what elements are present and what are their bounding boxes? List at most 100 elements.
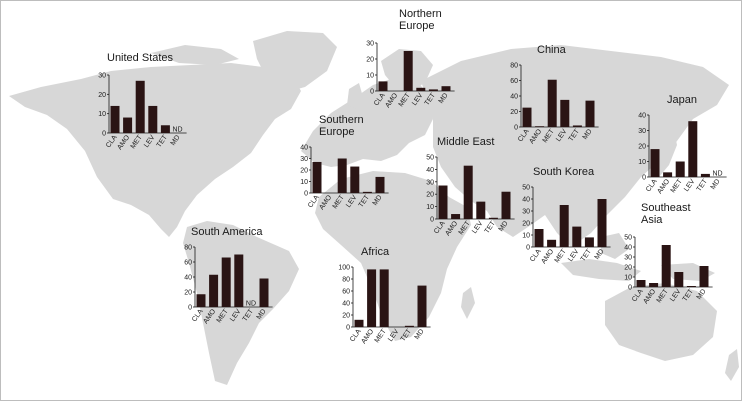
y-tick-label: 30 bbox=[366, 41, 374, 48]
bar-southern-europe-md bbox=[375, 176, 385, 193]
y-tick-label: 20 bbox=[510, 109, 518, 116]
y-tick-label: 40 bbox=[510, 94, 518, 101]
x-tick-label: MD bbox=[372, 194, 384, 207]
north-america-landmass bbox=[9, 63, 301, 237]
x-tick-label: AMO bbox=[318, 194, 333, 212]
x-tick-label: TET bbox=[156, 134, 170, 149]
europe-landmass bbox=[301, 77, 433, 167]
bar-middle-east-md bbox=[501, 191, 511, 219]
indonesia-islands bbox=[561, 259, 641, 281]
x-tick-label: TET bbox=[580, 248, 594, 263]
britain-landmass bbox=[347, 83, 363, 109]
y-tick-label: 0 bbox=[370, 89, 374, 96]
x-tick-label: MET bbox=[216, 308, 231, 325]
y-tick-label: 40 bbox=[426, 167, 434, 174]
x-tick-label: AMO bbox=[360, 328, 375, 346]
bar-southern-europe-met bbox=[337, 158, 347, 193]
bar-northern-europe-cla bbox=[378, 81, 388, 91]
chart-title-southern-europe-line1: Southern bbox=[319, 114, 364, 126]
bar-japan-cla bbox=[650, 149, 660, 177]
bar-china-lev bbox=[560, 99, 570, 127]
x-tick-label: MET bbox=[332, 194, 347, 211]
x-tick-label: MET bbox=[554, 248, 569, 265]
x-tick-label: AMO bbox=[116, 134, 131, 152]
x-tick-label: MD bbox=[696, 288, 708, 301]
y-tick-label: 20 bbox=[300, 168, 308, 175]
y-tick-label: 80 bbox=[342, 277, 350, 284]
x-tick-label: TET bbox=[568, 128, 582, 143]
bar-southeast-asia-md bbox=[699, 266, 709, 287]
bar-northern-europe-lev bbox=[416, 87, 426, 91]
y-tick-label: 40 bbox=[342, 301, 350, 308]
x-tick-label: LEV bbox=[229, 308, 243, 323]
chart-title-southern-europe-line2: Europe bbox=[319, 126, 354, 138]
y-tick-label: 30 bbox=[522, 209, 530, 216]
y-tick-label: 10 bbox=[366, 73, 374, 80]
x-tick-label: MET bbox=[398, 92, 413, 109]
bar-middle-east-amo bbox=[451, 214, 461, 219]
y-tick-label: 20 bbox=[366, 57, 374, 64]
bar-northern-europe-met bbox=[403, 51, 413, 91]
nd-label: ND bbox=[173, 127, 183, 134]
bar-south-america-met bbox=[221, 257, 231, 307]
x-tick-label: LEV bbox=[669, 288, 683, 303]
y-tick-label: 20 bbox=[184, 290, 192, 297]
y-tick-label: 20 bbox=[624, 265, 632, 272]
bar-united-states-tet bbox=[160, 125, 170, 133]
y-tick-label: 10 bbox=[638, 159, 646, 166]
x-tick-label: LEV bbox=[567, 248, 581, 263]
y-tick-label: 10 bbox=[426, 204, 434, 211]
chart-title-southeast-asia-line2: Asia bbox=[641, 214, 663, 226]
bar-south-korea-amo bbox=[547, 239, 557, 247]
x-tick-label: LEV bbox=[555, 128, 569, 143]
y-tick-label: 80 bbox=[184, 245, 192, 252]
y-tick-label: 40 bbox=[300, 145, 308, 152]
chart-title-middle-east: Middle East bbox=[437, 136, 494, 148]
bar-southeast-asia-tet bbox=[686, 286, 696, 287]
x-tick-label: TET bbox=[696, 178, 710, 193]
x-tick-label: AMO bbox=[202, 308, 217, 326]
bar-united-states-amo bbox=[123, 117, 133, 133]
y-tick-label: 20 bbox=[426, 192, 434, 199]
y-tick-label: 60 bbox=[510, 78, 518, 85]
bar-southern-europe-cla bbox=[312, 161, 322, 193]
x-tick-label: MET bbox=[542, 128, 557, 145]
bar-china-md bbox=[585, 100, 595, 127]
y-tick-label: 10 bbox=[98, 111, 106, 118]
y-tick-label: 0 bbox=[642, 175, 646, 182]
chart-title-south-korea: South Korea bbox=[533, 166, 595, 178]
bar-south-korea-lev bbox=[572, 226, 582, 247]
y-tick-label: 50 bbox=[624, 235, 632, 242]
bar-china-cla bbox=[522, 107, 532, 127]
x-tick-label: MD bbox=[594, 248, 606, 261]
bar-southeast-asia-cla bbox=[636, 280, 646, 287]
chart-title-united-states: United States bbox=[107, 52, 174, 64]
y-tick-label: 80 bbox=[510, 63, 518, 70]
y-tick-label: 50 bbox=[522, 185, 530, 192]
y-tick-label: 0 bbox=[514, 125, 518, 132]
x-tick-label: LEV bbox=[411, 92, 425, 107]
x-tick-label: MD bbox=[438, 92, 450, 105]
bar-south-america-amo bbox=[209, 274, 219, 307]
y-tick-label: 30 bbox=[624, 255, 632, 262]
y-tick-label: 30 bbox=[426, 179, 434, 186]
bar-southern-europe-tet bbox=[362, 191, 372, 193]
chart-title-northern-europe-line2: Europe bbox=[399, 20, 434, 32]
x-tick-label: MET bbox=[656, 288, 671, 305]
x-tick-label: MET bbox=[130, 134, 145, 151]
x-tick-label: MD bbox=[414, 328, 426, 341]
y-tick-label: 0 bbox=[304, 191, 308, 198]
bar-africa-tet bbox=[404, 325, 414, 327]
bar-middle-east-met bbox=[463, 165, 473, 219]
bar-japan-tet bbox=[700, 173, 710, 177]
nd-label: ND bbox=[713, 171, 723, 178]
x-tick-label: LEV bbox=[143, 134, 157, 149]
x-tick-label: MD bbox=[582, 128, 594, 141]
x-tick-label: MD bbox=[710, 178, 722, 191]
y-tick-label: 0 bbox=[188, 305, 192, 312]
new-zealand-landmass bbox=[725, 349, 739, 381]
